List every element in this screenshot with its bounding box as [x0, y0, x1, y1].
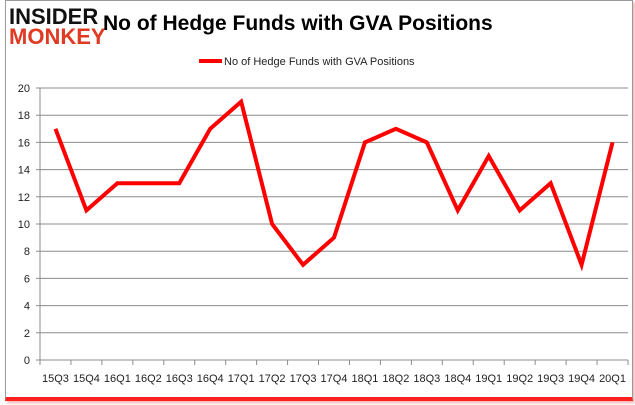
y-tick-label: 6: [24, 273, 30, 285]
x-tick-label: 17Q4: [321, 373, 348, 385]
y-tick-label: 16: [18, 137, 30, 149]
y-tick-label: 0: [24, 355, 30, 367]
x-tick-label: 16Q4: [197, 373, 224, 385]
logo-line1: INSIDER: [9, 4, 99, 29]
x-tick-label: 18Q4: [444, 373, 471, 385]
x-tick-label: 19Q4: [568, 373, 595, 385]
x-tick-label: 18Q2: [382, 373, 409, 385]
x-tick-label: 17Q3: [290, 373, 317, 385]
x-tick-label: 16Q3: [166, 373, 193, 385]
logo-line2: MONKEY: [9, 24, 106, 49]
y-tick-label: 14: [18, 165, 30, 177]
x-tick-label: 17Q1: [228, 373, 255, 385]
y-tick-label: 8: [24, 246, 30, 258]
insider-monkey-logo: INSIDER MONKEY: [9, 4, 106, 49]
x-tick-label: 16Q1: [104, 373, 131, 385]
y-tick-label: 18: [18, 110, 30, 122]
series-line: [53, 97, 615, 272]
y-tick-label: 12: [18, 192, 30, 204]
x-tick-label: 15Q3: [42, 373, 69, 385]
legend: No of Hedge Funds with GVA Positions: [199, 56, 415, 68]
x-tick-label: 20Q1: [599, 373, 626, 385]
x-tick-label: 16Q2: [135, 373, 162, 385]
x-tick-label: 19Q3: [537, 373, 564, 385]
x-tick-label: 19Q1: [475, 373, 502, 385]
y-tick-label: 10: [18, 219, 30, 231]
x-tick-label: 18Q3: [413, 373, 440, 385]
legend-label: No of Hedge Funds with GVA Positions: [224, 56, 415, 68]
y-tick-label: 2: [24, 328, 30, 340]
y-tick-label: 20: [18, 83, 30, 95]
y-tick-label: 4: [24, 301, 30, 313]
x-tick-label: 15Q4: [73, 373, 100, 385]
x-tick-label: 18Q1: [351, 373, 378, 385]
chart-title: No of Hedge Funds with GVA Positions: [103, 12, 493, 35]
x-tick-label: 17Q2: [259, 373, 286, 385]
x-tick-label: 19Q2: [506, 373, 533, 385]
